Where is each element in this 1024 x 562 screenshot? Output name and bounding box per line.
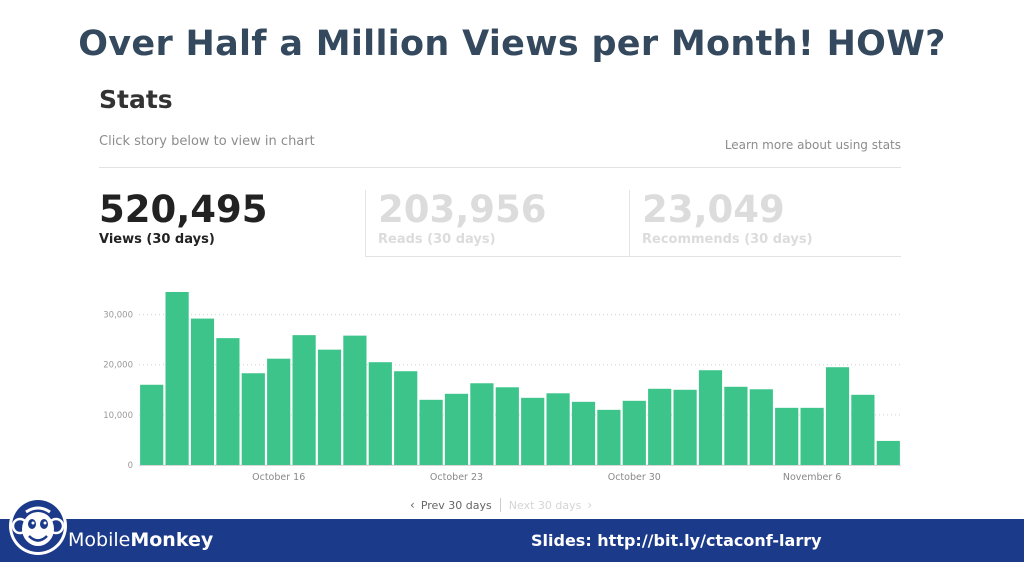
- brand-name-part2: Monkey: [130, 529, 214, 551]
- metric-recommends-value: 23,049: [642, 188, 785, 231]
- bar[interactable]: [800, 407, 824, 465]
- views-bar-chart: 0 10,000 20,000 30,000 October 16 October 23 O…: [103, 292, 901, 483]
- bar[interactable]: [648, 388, 672, 465]
- metric-recommends-label: Recommends (30 days): [642, 232, 813, 247]
- pager: ‹ Prev 30 days Next 30 days ›: [410, 494, 592, 516]
- bar[interactable]: [343, 335, 367, 465]
- bar[interactable]: [241, 373, 265, 465]
- metric-recommends-tab[interactable]: 23,049 Recommends (30 days): [629, 190, 901, 257]
- bar[interactable]: [546, 393, 570, 465]
- bar[interactable]: [368, 362, 392, 465]
- bar[interactable]: [851, 394, 875, 465]
- x-tick-label: October 23: [430, 472, 483, 483]
- learn-more-link[interactable]: Learn more about using stats: [724, 138, 901, 152]
- y-tick-label: 30,000: [103, 311, 133, 321]
- bar[interactable]: [216, 338, 240, 465]
- slide-title: Over Half a Million Views per Month! HOW…: [78, 24, 946, 64]
- chevron-right-icon: ›: [587, 498, 593, 512]
- slides-link: Slides: http://bit.ly/ctaconf-larry: [531, 531, 822, 550]
- y-tick-label: 20,000: [103, 361, 133, 371]
- bar[interactable]: [673, 389, 697, 465]
- bar[interactable]: [190, 318, 215, 465]
- chevron-left-icon: ‹: [410, 498, 415, 512]
- metric-views-label: Views (30 days): [99, 232, 215, 247]
- bar[interactable]: [292, 335, 316, 465]
- metric-views-value: 520,495: [99, 188, 268, 231]
- prev-30-days-button[interactable]: ‹ Prev 30 days: [410, 498, 501, 512]
- y-tick-label: 10,000: [103, 411, 133, 421]
- metric-reads-label: Reads (30 days): [378, 232, 496, 247]
- bar[interactable]: [394, 371, 418, 465]
- stats-heading: Stats: [99, 85, 173, 114]
- x-tick-label: October 30: [608, 472, 661, 483]
- bar[interactable]: [876, 440, 900, 465]
- bar[interactable]: [521, 397, 545, 465]
- bar[interactable]: [317, 349, 342, 465]
- bar[interactable]: [470, 383, 494, 465]
- y-tick-label: 0: [128, 461, 133, 471]
- monkey-logo-icon: [9, 497, 67, 555]
- header-divider: [99, 167, 901, 168]
- metric-reads-value: 203,956: [378, 188, 547, 231]
- bar[interactable]: [622, 400, 646, 465]
- bar[interactable]: [775, 407, 799, 465]
- bar[interactable]: [140, 384, 164, 465]
- x-tick-label: October 16: [252, 472, 305, 483]
- bar[interactable]: [444, 393, 469, 465]
- metric-reads-tab[interactable]: 203,956 Reads (30 days): [365, 190, 629, 257]
- bar[interactable]: [749, 389, 773, 465]
- brand-name-part1: Mobile: [68, 529, 131, 551]
- bar[interactable]: [495, 387, 519, 465]
- footer-bar: [0, 519, 1024, 562]
- bar[interactable]: [698, 370, 723, 465]
- bar[interactable]: [165, 292, 189, 465]
- bar[interactable]: [419, 399, 443, 465]
- bar[interactable]: [825, 367, 850, 465]
- brand-name: MobileMonkey: [68, 529, 213, 551]
- bar[interactable]: [597, 409, 621, 465]
- prev-30-days-label: Prev 30 days: [420, 498, 492, 512]
- x-tick-label: November 6: [783, 472, 841, 483]
- chart-hint-text: Click story below to view in chart: [99, 134, 315, 149]
- next-30-days-label: Next 30 days: [508, 498, 582, 512]
- bar[interactable]: [724, 386, 748, 465]
- metric-views-tab[interactable]: 520,495 Views (30 days): [99, 190, 365, 257]
- next-30-days-button[interactable]: Next 30 days ›: [501, 498, 592, 512]
- bar[interactable]: [267, 358, 291, 465]
- bar[interactable]: [571, 401, 596, 465]
